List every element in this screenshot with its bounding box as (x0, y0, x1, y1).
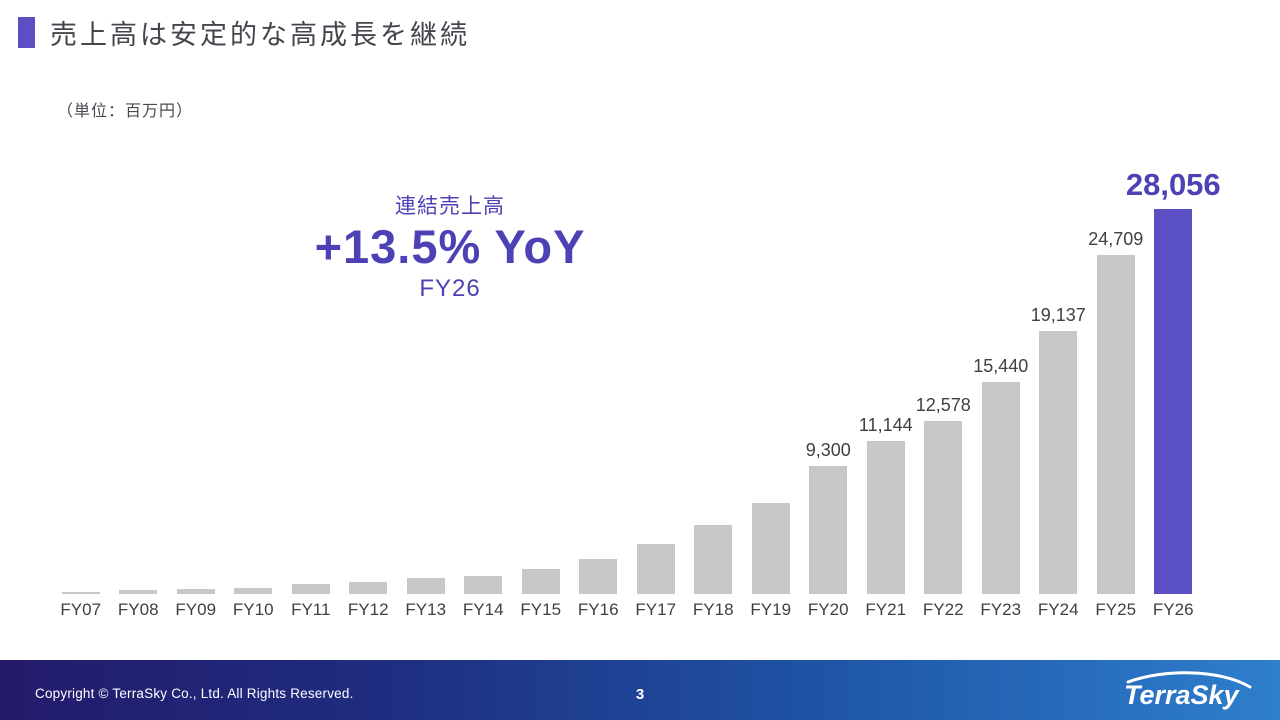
bar-fy19 (751, 503, 790, 594)
chart-column-fy13: FY13 (397, 578, 455, 618)
x-axis-label: FY08 (117, 600, 159, 619)
title-bullet-icon (18, 17, 35, 48)
x-axis-label: FY17 (635, 600, 677, 619)
unit-note: （単位：百万円） (57, 103, 194, 120)
x-axis-label: FY23 (980, 600, 1022, 619)
chart-column-fy11: FY11 (282, 584, 340, 618)
bar-fy23 (981, 382, 1020, 594)
chart-column-fy20: 9,300 FY20 (800, 441, 858, 618)
growth-annotation: 連結売上高 +13.5% YoY FY26 (250, 190, 650, 303)
chart-column-fy10: FY10 (225, 588, 283, 618)
x-axis-label: FY13 (405, 600, 447, 619)
x-axis-label: FY25 (1095, 600, 1137, 619)
annotation-period: FY26 (419, 275, 481, 303)
x-axis-label: FY24 (1037, 600, 1079, 619)
chart-column-fy26: 28,056 FY26 (1126, 169, 1221, 619)
bar-fy20 (809, 466, 848, 594)
x-axis-label: FY26 (1152, 600, 1194, 619)
x-axis-label: FY16 (577, 600, 619, 619)
bar-value-label: 9,300 (805, 440, 851, 460)
annotation-series-label: 連結売上高 (395, 195, 505, 218)
bar-fy15 (521, 569, 560, 594)
x-axis-label: FY18 (692, 600, 734, 619)
bar-value-label: 24,709 (1088, 229, 1144, 249)
chart-column-fy07: FY07 (52, 592, 110, 618)
revenue-bar-chart: FY07 FY08 FY09 FY10 FY11 FY12 FY13 FY14 FY15 FY16… (52, 169, 1221, 619)
chart-column-fy17: FY17 (627, 544, 685, 618)
bar-fy18 (694, 525, 733, 594)
bar-value-label: 11,144 (858, 415, 913, 435)
x-axis-label: FY14 (462, 600, 504, 619)
x-axis-label: FY15 (520, 600, 562, 619)
x-axis-label: FY12 (347, 600, 389, 619)
chart-column-fy24: 19,137 FY24 (1030, 306, 1088, 618)
terrasky-logo-graphic: TerraSky (1124, 671, 1252, 710)
bar-fy26 (1154, 209, 1193, 594)
bar-value-label: 28,056 (1125, 167, 1221, 202)
chart-column-fy19: FY19 (742, 503, 800, 618)
bar-fy13 (406, 578, 445, 594)
x-axis-label: FY19 (750, 600, 792, 619)
bar-fy07 (61, 592, 100, 594)
bar-fy14 (464, 576, 503, 594)
terrasky-logo: TerraSky (1118, 667, 1258, 718)
chart-column-fy08: FY08 (110, 590, 168, 618)
bar-fy22 (924, 421, 963, 594)
x-axis-label: FY21 (865, 600, 907, 619)
x-axis-label: FY22 (922, 600, 964, 619)
chart-column-fy09: FY09 (167, 589, 225, 618)
bar-value-label: 19,137 (1030, 305, 1086, 325)
chart-column-fy15: FY15 (512, 569, 570, 618)
bar-value-label: 12,578 (915, 395, 971, 415)
page-number: 3 (635, 686, 645, 703)
bar-fy21 (866, 441, 905, 594)
annotation-growth-value: +13.5% YoY (314, 220, 586, 273)
chart-column-fy18: FY18 (685, 525, 743, 618)
bar-fy16 (579, 559, 618, 594)
chart-column-fy21: 11,144 FY21 (857, 416, 915, 618)
chart-column-fy14: FY14 (455, 576, 513, 618)
x-axis-label: FY10 (232, 600, 274, 619)
slide-header: 売上高は安定的な高成長を継続 (18, 13, 470, 52)
copyright-text: Copyright © TerraSky Co., Ltd. All Right… (35, 686, 354, 701)
bar-fy25 (1096, 255, 1135, 594)
x-axis-label: FY07 (60, 600, 102, 619)
bar-fy17 (636, 544, 675, 594)
bar-value-label: 15,440 (973, 356, 1029, 376)
bar-fy08 (119, 590, 158, 594)
chart-column-fy23: 15,440 FY23 (972, 357, 1030, 618)
chart-column-fy16: FY16 (570, 559, 628, 618)
footer: Copyright © TerraSky Co., Ltd. All Right… (0, 660, 1280, 720)
bar-fy24 (1039, 331, 1078, 594)
x-axis-label: FY11 (291, 600, 331, 619)
bar-fy12 (349, 582, 388, 594)
page-title: 売上高は安定的な高成長を継続 (50, 20, 470, 50)
x-axis-label: FY20 (807, 600, 849, 619)
bar-fy10 (234, 588, 273, 594)
chart-column-fy22: 12,578 FY22 (915, 396, 973, 618)
bar-fy09 (176, 589, 215, 594)
terrasky-logo-text: TerraSky (1124, 680, 1241, 710)
chart-column-fy12: FY12 (340, 582, 398, 618)
chart-column-fy25: 24,709 FY25 (1087, 230, 1145, 618)
x-axis-label: FY09 (175, 600, 217, 619)
bar-fy11 (291, 584, 330, 594)
